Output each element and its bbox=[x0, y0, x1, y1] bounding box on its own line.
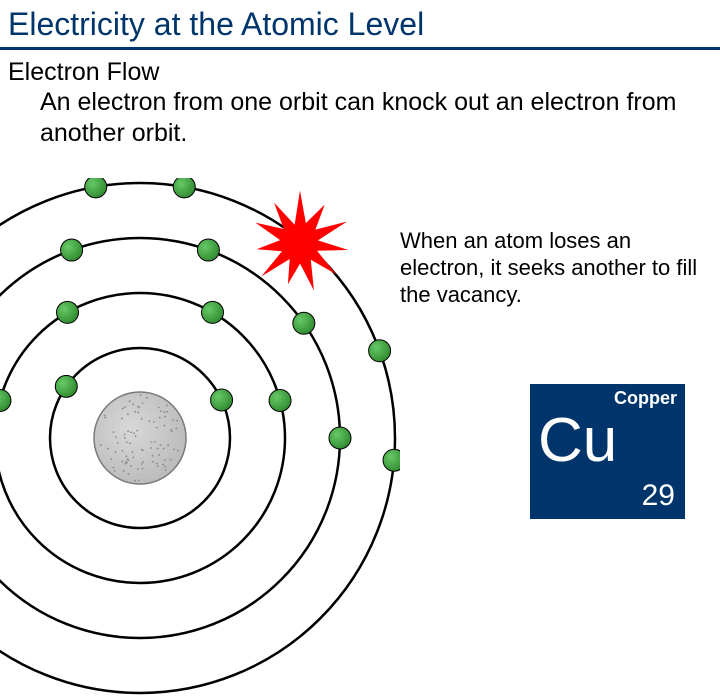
element-symbol: Cu bbox=[538, 410, 617, 472]
element-name: Copper bbox=[614, 388, 677, 409]
subtitle: Electron Flow bbox=[0, 50, 720, 87]
atom-diagram bbox=[0, 178, 400, 698]
side-text: When an atom loses an electron, it seeks… bbox=[400, 228, 700, 308]
page-title: Electricity at the Atomic Level bbox=[0, 0, 720, 45]
element-number: 29 bbox=[642, 479, 675, 513]
body-text: An electron from one orbit can knock out… bbox=[0, 87, 720, 150]
element-box: Copper Cu 29 bbox=[530, 384, 685, 519]
